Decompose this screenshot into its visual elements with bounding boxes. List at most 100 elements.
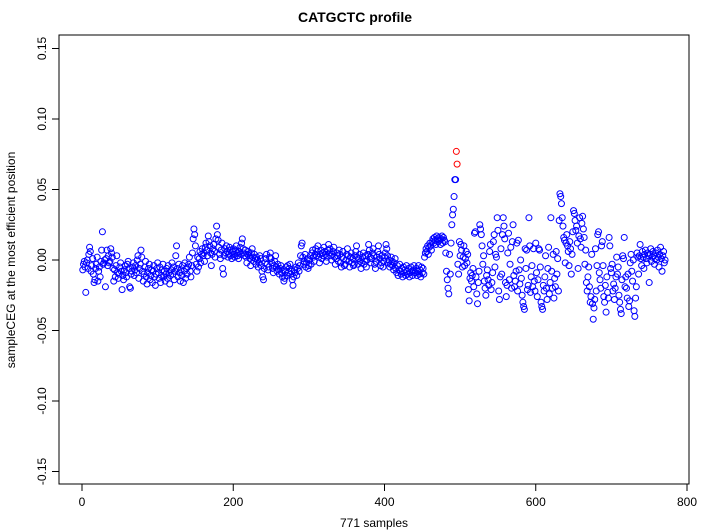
data-point — [607, 264, 615, 272]
data-point — [113, 252, 121, 260]
data-point — [596, 276, 604, 284]
data-point — [499, 214, 507, 222]
data-point — [645, 279, 653, 287]
data-point — [590, 304, 598, 312]
data-points — [79, 147, 669, 323]
data-point — [173, 242, 181, 250]
data-point — [554, 287, 562, 295]
data-point — [232, 242, 240, 250]
data-point — [491, 263, 499, 271]
data-point — [616, 298, 624, 306]
data-point — [557, 200, 565, 208]
data-point — [613, 253, 621, 261]
data-point — [615, 291, 623, 299]
data-point — [579, 225, 587, 233]
data-point — [469, 264, 477, 272]
data-point — [660, 248, 668, 256]
data-point — [494, 226, 502, 234]
data-point — [461, 255, 469, 263]
data-point — [256, 252, 264, 260]
data-point — [493, 214, 501, 222]
data-point — [106, 257, 114, 265]
data-point — [449, 205, 457, 213]
data-point — [96, 273, 104, 281]
data-point — [616, 305, 624, 313]
data-point — [118, 286, 126, 294]
data-point — [383, 245, 391, 253]
data-point — [289, 281, 297, 289]
data-point — [187, 273, 195, 281]
data-point — [502, 293, 510, 301]
y-axis: -0.15 -0.10 -0.05 0.00 0.05 0.10 0.15 — [35, 36, 60, 485]
data-point — [517, 256, 525, 264]
data-point — [94, 277, 102, 285]
data-point — [297, 242, 305, 250]
data-point — [566, 238, 574, 246]
data-point — [101, 283, 109, 291]
data-point — [315, 259, 323, 267]
data-point — [194, 263, 202, 271]
data-point — [655, 263, 663, 271]
data-point — [591, 295, 599, 303]
data-point — [362, 263, 370, 271]
data-point — [556, 190, 564, 198]
data-point — [387, 253, 395, 261]
y-tick-label: 0.00 — [35, 248, 49, 272]
data-point — [551, 274, 559, 282]
data-point — [514, 236, 522, 244]
data-point — [335, 246, 343, 254]
data-point — [627, 250, 635, 258]
data-point — [391, 255, 399, 263]
data-point — [631, 312, 639, 320]
data-point — [480, 252, 488, 260]
y-axis-label: sampleCEG at the most efficient position — [4, 152, 18, 369]
data-point — [420, 270, 428, 278]
data-point — [264, 266, 272, 274]
data-point — [472, 273, 480, 281]
data-point — [505, 229, 513, 237]
data-point — [151, 281, 159, 289]
data-point — [418, 269, 426, 277]
data-point — [517, 274, 525, 282]
data-point — [489, 238, 497, 246]
data-point — [623, 284, 630, 292]
data-point — [443, 276, 451, 284]
data-point — [280, 277, 288, 285]
data-point — [477, 225, 485, 233]
data-point — [588, 250, 596, 258]
data-point — [174, 273, 182, 281]
data-point — [661, 256, 669, 264]
data-point — [538, 303, 546, 311]
data-point — [601, 281, 609, 289]
data-point — [90, 279, 98, 287]
data-point — [107, 245, 115, 253]
data-point — [497, 245, 505, 253]
data-point — [474, 279, 482, 287]
data-point — [509, 221, 517, 229]
data-point — [552, 248, 560, 256]
data-point — [93, 253, 101, 261]
data-point — [617, 310, 625, 318]
data-point — [582, 279, 590, 287]
data-point — [487, 286, 495, 294]
data-point — [520, 305, 528, 313]
data-point — [507, 243, 515, 251]
data-point — [532, 239, 540, 247]
y-tick-label: -0.05 — [35, 317, 49, 345]
data-point — [134, 252, 142, 260]
data-point — [530, 277, 538, 285]
data-point — [490, 231, 498, 239]
data-point — [86, 248, 94, 256]
data-point — [157, 279, 165, 287]
data-point — [541, 273, 549, 281]
data-point — [207, 262, 215, 270]
data-point — [565, 262, 573, 270]
data-point — [553, 270, 561, 278]
data-point — [583, 287, 591, 295]
chart-title: CATGCTC profile — [298, 9, 412, 25]
data-point — [449, 211, 457, 219]
data-point — [371, 264, 379, 272]
data-point — [621, 283, 629, 291]
data-point — [563, 231, 571, 239]
